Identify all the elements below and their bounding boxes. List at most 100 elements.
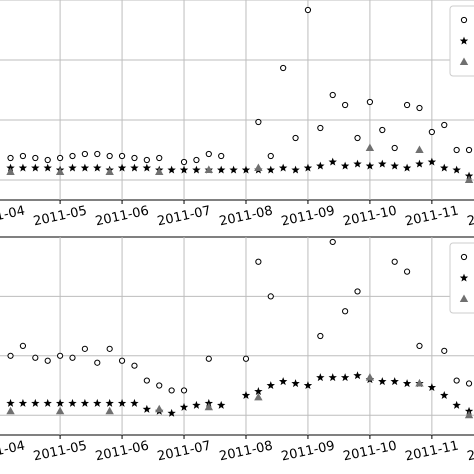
data-point	[416, 104, 423, 112]
data-point	[143, 156, 150, 164]
data-point	[441, 347, 448, 354]
data-point	[31, 163, 40, 172]
plot-area	[0, 236, 474, 436]
data-point	[291, 165, 300, 174]
data-point	[19, 342, 27, 349]
data-point	[94, 359, 101, 366]
data-point	[291, 379, 300, 388]
data-point	[391, 258, 398, 265]
data-point	[180, 387, 188, 394]
data-point	[353, 371, 362, 380]
data-point	[106, 345, 113, 352]
data-point	[428, 128, 435, 136]
data-point	[57, 154, 64, 162]
data-point	[402, 379, 412, 388]
data-point	[19, 152, 27, 160]
data-point	[142, 404, 152, 413]
data-point	[193, 156, 200, 164]
data-point	[366, 98, 374, 106]
data-point	[390, 377, 399, 386]
data-point	[180, 158, 188, 166]
data-point	[55, 406, 65, 415]
data-point	[94, 150, 101, 158]
data-point	[155, 404, 164, 413]
data-point	[167, 165, 176, 174]
data-point	[378, 377, 387, 386]
data-point	[340, 373, 350, 382]
legend-marker	[459, 294, 469, 302]
data-point	[131, 362, 138, 369]
data-point	[142, 163, 152, 172]
data-point	[18, 163, 28, 172]
data-point	[167, 408, 176, 417]
x-tick-label: 2011-11	[404, 439, 460, 465]
data-point	[81, 345, 88, 352]
data-point	[31, 398, 40, 407]
x-tick-label: 2011-12	[466, 204, 474, 230]
data-point	[6, 398, 15, 407]
data-point	[402, 163, 412, 172]
data-point	[80, 163, 90, 172]
data-point	[403, 268, 411, 275]
x-tick-label: 2011-04	[0, 204, 26, 230]
x-tick-label: 2011-08	[218, 204, 274, 230]
data-point	[328, 373, 337, 382]
data-point	[354, 134, 361, 142]
data-point	[266, 381, 275, 390]
x-tick-label: 2011-10	[342, 204, 398, 230]
data-point	[292, 134, 299, 142]
data-point	[328, 157, 337, 166]
data-point	[55, 398, 65, 407]
data-point	[254, 392, 263, 401]
data-point	[80, 398, 90, 407]
data-point	[441, 121, 448, 129]
data-point	[427, 383, 437, 392]
data-point	[280, 64, 287, 72]
data-point	[32, 154, 39, 162]
data-point	[354, 288, 361, 295]
data-point	[81, 150, 88, 158]
data-point	[379, 126, 386, 134]
data-point	[43, 398, 52, 407]
data-point	[452, 400, 461, 409]
data-point	[32, 354, 39, 361]
data-point	[390, 161, 399, 170]
x-tick-label: 2011-06	[94, 439, 150, 465]
data-point	[403, 101, 411, 109]
data-point	[329, 238, 336, 246]
data-point	[465, 146, 473, 154]
data-point	[130, 398, 139, 407]
data-point	[68, 163, 77, 172]
data-point	[416, 342, 423, 349]
x-tick-label: 2011-06	[94, 204, 150, 230]
data-point	[415, 159, 424, 168]
data-point	[43, 163, 52, 172]
x-tick-label: 2011-05	[32, 439, 88, 465]
data-point	[254, 387, 263, 395]
x-tick-label: 2011-07	[156, 439, 212, 465]
data-point	[353, 159, 362, 168]
data-point	[105, 398, 114, 407]
data-point	[229, 165, 238, 174]
data-point	[465, 380, 473, 387]
data-point	[342, 308, 349, 315]
data-point	[179, 165, 189, 174]
data-point	[365, 373, 375, 381]
x-tick-label: 2011-05	[32, 204, 88, 230]
data-point	[255, 118, 262, 126]
data-point	[255, 258, 262, 265]
data-point	[205, 355, 212, 362]
data-point	[192, 400, 201, 409]
data-point	[267, 293, 274, 300]
data-point	[156, 154, 163, 162]
data-point	[69, 354, 76, 361]
data-point	[278, 163, 288, 172]
data-point	[453, 146, 460, 154]
data-point	[427, 157, 437, 166]
data-point	[192, 165, 201, 174]
data-point	[143, 377, 150, 384]
data-point	[69, 152, 76, 160]
legend-marker	[459, 36, 469, 45]
